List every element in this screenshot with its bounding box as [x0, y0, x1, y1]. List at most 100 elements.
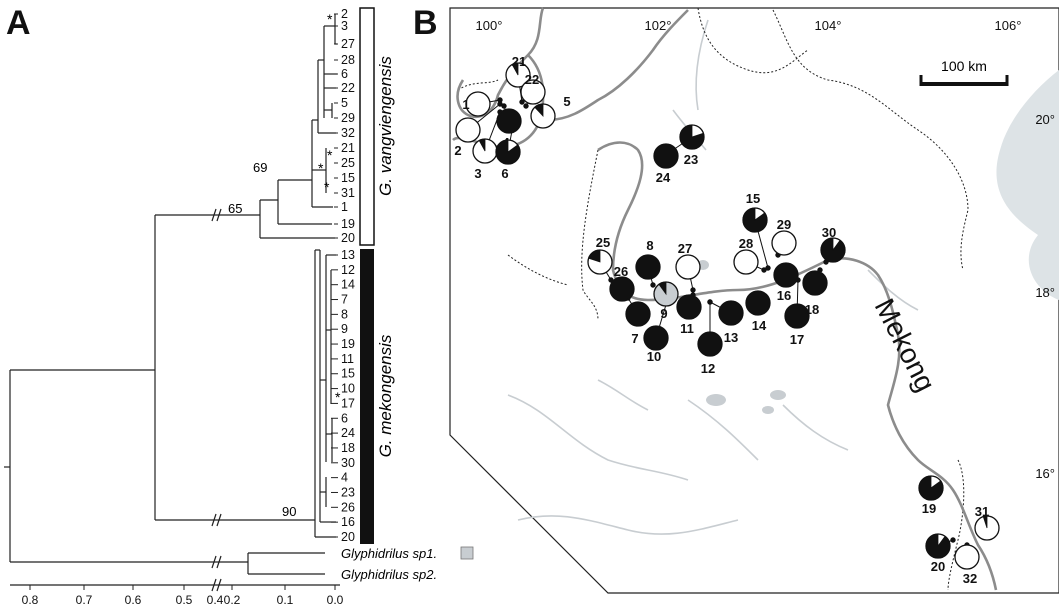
site-pie-7: 7: [625, 301, 651, 346]
site-pie-17: 17: [784, 303, 810, 347]
tip-label-mek: 16: [341, 515, 355, 529]
longitude-label: 106°: [995, 18, 1022, 33]
pie-base: [802, 270, 828, 296]
site-label: 30: [822, 225, 836, 240]
tip-label-mek: 19: [341, 337, 355, 351]
site-label: 10: [647, 349, 661, 364]
longitude-label: 102°: [645, 18, 672, 33]
tip-label-mek: 10: [341, 382, 355, 396]
pie-base: [635, 254, 661, 280]
tip-label-vang: 31: [341, 186, 355, 200]
site-pie-29: 29: [771, 217, 797, 256]
site-label: 17: [790, 332, 804, 347]
longitude-ticks: 100° 102° 104° 106°: [476, 18, 1022, 33]
tip-label-mek: 24: [341, 426, 355, 440]
tip-label-vang: 5: [341, 96, 348, 110]
site-label: 22: [525, 72, 539, 87]
site-pie-31: 31: [974, 504, 1000, 541]
site-pie-26: 26: [609, 264, 635, 302]
site-pie-30: 30: [820, 225, 846, 263]
mekongensis-bar: [360, 249, 374, 544]
tip-label-vang: 3: [341, 19, 348, 33]
tip-label-mek: 20: [341, 530, 355, 544]
pie-slice: [478, 138, 486, 152]
pie-base: [773, 262, 799, 288]
sampling-point: [707, 299, 713, 305]
pie-base: [718, 300, 744, 326]
site-pies: 1234567891011121314151617181920212223242…: [454, 54, 1000, 586]
site-label: 25: [596, 235, 610, 250]
site-pie-11: 11: [676, 294, 702, 336]
tip-label-vang: 1: [341, 200, 348, 214]
site-pie-8: 8: [635, 238, 661, 280]
site-pie-9: 9: [653, 281, 679, 321]
pie-base: [465, 91, 491, 117]
tip-label-mek: 11: [341, 352, 354, 366]
site-pie-5: 5: [530, 94, 571, 129]
pie-slice: [679, 124, 705, 150]
support-69: 69: [253, 160, 267, 175]
vangviengensis-bar: [359, 7, 375, 246]
tip-label-mek: 17: [341, 396, 355, 410]
pie-base: [653, 143, 679, 169]
site-label: 32: [963, 571, 977, 586]
site-label: 8: [646, 238, 653, 253]
site-label: 29: [777, 217, 791, 232]
panel-a-label: A: [6, 4, 31, 42]
tip-label-mek: 6: [341, 411, 348, 425]
site-label: 11: [680, 321, 694, 336]
outgroup-sp1-swatch: [460, 546, 474, 560]
tip-labels: 2327286225293221251531119201312147891911…: [341, 7, 355, 544]
site-pie-12: 12: [697, 331, 723, 376]
site-pie-19: 19: [918, 475, 944, 516]
scale-bar: 100 km: [919, 58, 1009, 86]
pie-base: [455, 117, 481, 143]
support-65: 65: [228, 201, 242, 216]
axis-tick-label: 0.8: [22, 593, 39, 606]
tip-label-mek: 7: [341, 293, 348, 307]
sampling-point: [761, 267, 767, 273]
longitude-label: 100°: [476, 18, 503, 33]
site-label: 27: [678, 241, 692, 256]
tip-label-mek: 18: [341, 441, 355, 455]
tip-label-mek: 15: [341, 367, 355, 381]
tip-ticks: [331, 13, 338, 538]
scale-bar-label: 100 km: [941, 58, 987, 74]
axis-tick-label: 0.2: [224, 593, 241, 606]
site-pie-1: 1: [462, 91, 491, 117]
site-pie-13: 13: [718, 300, 744, 345]
tip-label-mek: 12: [341, 263, 355, 277]
country-borders: [457, 7, 969, 591]
longitude-label: 104°: [815, 18, 842, 33]
pie-base: [954, 544, 980, 570]
tree-branches: [4, 14, 340, 586]
tip-label-mek: 13: [341, 248, 355, 262]
pie-base: [784, 303, 810, 329]
pie-base: [643, 325, 669, 351]
sampling-map: Mekong 100° 102° 104° 106° 20°18°16° 100 km…: [449, 7, 1059, 594]
pie-slice: [495, 139, 521, 165]
sampling-point: [523, 103, 529, 109]
site-pie-24: 24: [653, 143, 679, 185]
site-label: 31: [975, 504, 989, 519]
site-label: 7: [631, 331, 638, 346]
sampling-point: [501, 103, 507, 109]
lakes: [658, 260, 786, 414]
axis-tick-label: 0.4: [207, 593, 224, 606]
site-pie-25: 25: [587, 235, 613, 275]
latitude-label: 16°: [1035, 466, 1055, 481]
site-pie-2: 2: [454, 117, 481, 158]
site-pie-32: 32: [954, 544, 980, 586]
tip-label-vang: 15: [341, 171, 355, 185]
site-pie-14: 14: [745, 290, 771, 333]
x-axis: 0.8 0.7 0.6 0.5 0.4 0.2 0.1 0.0: [22, 585, 344, 606]
latitude-label: 20°: [1035, 112, 1055, 127]
branch-break-marks: [211, 208, 222, 592]
pie-slice: [658, 281, 667, 296]
pie-slice: [742, 207, 768, 233]
site-pie-10: 10: [643, 325, 669, 364]
pie-slice: [918, 475, 944, 501]
tip-label-mek: 30: [341, 456, 355, 470]
site-label: 15: [746, 191, 760, 206]
phylogenetic-tree: 2327286225293221251531119201312147891911…: [4, 7, 474, 606]
